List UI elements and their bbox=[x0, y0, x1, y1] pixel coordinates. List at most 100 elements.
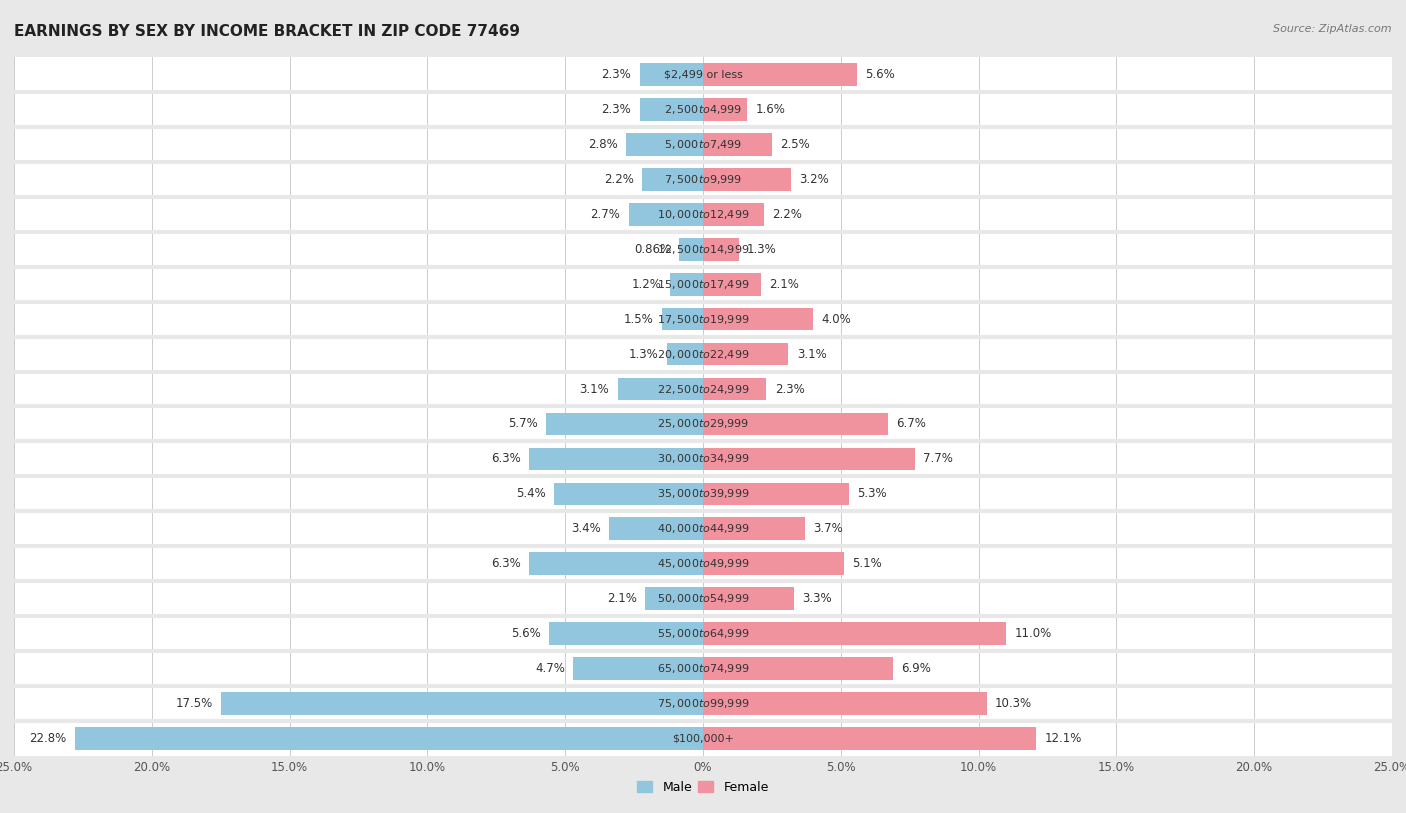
Bar bbox=[703, 378, 766, 400]
Bar bbox=[703, 518, 806, 540]
Text: 3.4%: 3.4% bbox=[571, 523, 600, 535]
Text: 12.1%: 12.1% bbox=[1045, 733, 1083, 745]
Bar bbox=[668, 343, 703, 365]
Text: $10,000 to $12,499: $10,000 to $12,499 bbox=[657, 208, 749, 220]
Bar bbox=[703, 483, 849, 505]
Text: 2.1%: 2.1% bbox=[769, 278, 799, 290]
Text: EARNINGS BY SEX BY INCOME BRACKET IN ZIP CODE 77469: EARNINGS BY SEX BY INCOME BRACKET IN ZIP… bbox=[14, 24, 520, 39]
Text: 5.7%: 5.7% bbox=[508, 418, 537, 430]
Bar bbox=[640, 98, 703, 120]
Bar bbox=[530, 553, 703, 575]
Bar bbox=[548, 623, 703, 645]
Bar bbox=[703, 273, 761, 295]
Text: $50,000 to $54,999: $50,000 to $54,999 bbox=[657, 593, 749, 605]
Text: $2,499 or less: $2,499 or less bbox=[664, 69, 742, 80]
Text: 2.1%: 2.1% bbox=[607, 593, 637, 605]
Bar bbox=[703, 693, 987, 715]
Bar bbox=[14, 511, 1392, 546]
Text: 4.7%: 4.7% bbox=[536, 663, 565, 675]
Bar bbox=[703, 728, 1036, 750]
Bar bbox=[703, 203, 763, 225]
Text: 5.1%: 5.1% bbox=[852, 558, 882, 570]
Text: 10.3%: 10.3% bbox=[995, 698, 1032, 710]
Text: 2.8%: 2.8% bbox=[588, 138, 617, 150]
Text: $12,500 to $14,999: $12,500 to $14,999 bbox=[657, 243, 749, 255]
Bar bbox=[703, 588, 794, 610]
Text: 2.3%: 2.3% bbox=[602, 103, 631, 115]
Text: 0.86%: 0.86% bbox=[634, 243, 671, 255]
Text: 11.0%: 11.0% bbox=[1014, 628, 1052, 640]
Text: 5.3%: 5.3% bbox=[858, 488, 887, 500]
Text: 5.4%: 5.4% bbox=[516, 488, 546, 500]
Text: 3.3%: 3.3% bbox=[803, 593, 832, 605]
Bar bbox=[14, 721, 1392, 756]
Text: $30,000 to $34,999: $30,000 to $34,999 bbox=[657, 453, 749, 465]
Bar bbox=[574, 658, 703, 680]
Text: $65,000 to $74,999: $65,000 to $74,999 bbox=[657, 663, 749, 675]
Text: 7.7%: 7.7% bbox=[924, 453, 953, 465]
Bar bbox=[643, 168, 703, 190]
Bar bbox=[14, 616, 1392, 651]
Text: $75,000 to $99,999: $75,000 to $99,999 bbox=[657, 698, 749, 710]
Text: 3.2%: 3.2% bbox=[800, 173, 830, 185]
Text: 6.9%: 6.9% bbox=[901, 663, 931, 675]
Bar bbox=[554, 483, 703, 505]
Text: 4.0%: 4.0% bbox=[821, 313, 851, 325]
Text: 2.3%: 2.3% bbox=[602, 68, 631, 80]
Bar bbox=[14, 372, 1392, 406]
Bar bbox=[14, 302, 1392, 337]
Text: $25,000 to $29,999: $25,000 to $29,999 bbox=[657, 418, 749, 430]
Text: 6.3%: 6.3% bbox=[491, 558, 522, 570]
Text: $35,000 to $39,999: $35,000 to $39,999 bbox=[657, 488, 749, 500]
Bar bbox=[617, 378, 703, 400]
Text: 6.3%: 6.3% bbox=[491, 453, 522, 465]
Bar bbox=[703, 98, 747, 120]
Text: 2.3%: 2.3% bbox=[775, 383, 804, 395]
Bar bbox=[14, 546, 1392, 581]
Bar bbox=[14, 476, 1392, 511]
Text: $22,500 to $24,999: $22,500 to $24,999 bbox=[657, 383, 749, 395]
Bar bbox=[14, 581, 1392, 616]
Text: 2.2%: 2.2% bbox=[772, 208, 801, 220]
Bar bbox=[14, 651, 1392, 686]
Bar bbox=[14, 127, 1392, 162]
Text: 2.5%: 2.5% bbox=[780, 138, 810, 150]
Text: 1.5%: 1.5% bbox=[624, 313, 654, 325]
Text: 6.7%: 6.7% bbox=[896, 418, 925, 430]
Bar bbox=[703, 623, 1007, 645]
Bar bbox=[703, 413, 887, 435]
Text: $7,500 to $9,999: $7,500 to $9,999 bbox=[664, 173, 742, 185]
Bar bbox=[14, 406, 1392, 441]
Bar bbox=[669, 273, 703, 295]
Bar bbox=[14, 267, 1392, 302]
Bar bbox=[703, 553, 844, 575]
Bar bbox=[703, 133, 772, 155]
Bar bbox=[14, 686, 1392, 721]
Bar bbox=[703, 238, 738, 260]
Bar bbox=[75, 728, 703, 750]
Text: $20,000 to $22,499: $20,000 to $22,499 bbox=[657, 348, 749, 360]
Bar bbox=[14, 232, 1392, 267]
Text: 1.3%: 1.3% bbox=[628, 348, 659, 360]
Bar bbox=[14, 57, 1392, 92]
Bar bbox=[679, 238, 703, 260]
Legend: Male, Female: Male, Female bbox=[633, 776, 773, 799]
Bar bbox=[703, 308, 813, 330]
Text: $40,000 to $44,999: $40,000 to $44,999 bbox=[657, 523, 749, 535]
Text: 3.1%: 3.1% bbox=[797, 348, 827, 360]
Text: 17.5%: 17.5% bbox=[176, 698, 212, 710]
Bar bbox=[703, 448, 915, 470]
Text: 1.3%: 1.3% bbox=[747, 243, 778, 255]
Text: $17,500 to $19,999: $17,500 to $19,999 bbox=[657, 313, 749, 325]
Text: 1.2%: 1.2% bbox=[631, 278, 662, 290]
Text: $15,000 to $17,499: $15,000 to $17,499 bbox=[657, 278, 749, 290]
Text: 5.6%: 5.6% bbox=[510, 628, 540, 640]
Bar bbox=[14, 337, 1392, 372]
Bar bbox=[546, 413, 703, 435]
Text: $100,000+: $100,000+ bbox=[672, 733, 734, 744]
Bar bbox=[703, 658, 893, 680]
Text: 3.7%: 3.7% bbox=[813, 523, 844, 535]
Text: 2.7%: 2.7% bbox=[591, 208, 620, 220]
Bar bbox=[221, 693, 703, 715]
Text: $45,000 to $49,999: $45,000 to $49,999 bbox=[657, 558, 749, 570]
